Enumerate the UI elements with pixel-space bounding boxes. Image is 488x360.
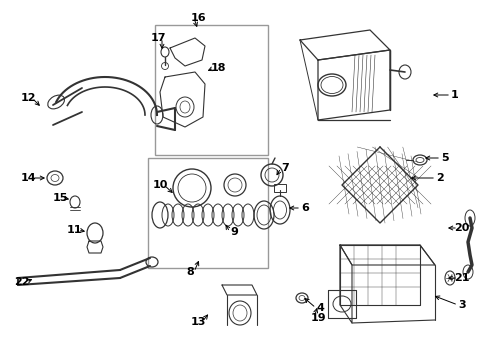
Bar	[273, 184, 285, 192]
Text: 6: 6	[301, 203, 308, 213]
Text: 13: 13	[190, 317, 205, 327]
Text: 18: 18	[210, 63, 225, 73]
Text: 20: 20	[453, 223, 469, 233]
Text: 7: 7	[281, 163, 288, 173]
Text: 19: 19	[309, 313, 325, 323]
Text: 10: 10	[152, 180, 167, 190]
Bar	[155, 25, 267, 155]
Text: 14: 14	[20, 173, 36, 183]
Text: 2: 2	[435, 173, 443, 183]
Text: 15: 15	[52, 193, 67, 203]
Text: 1: 1	[450, 90, 458, 100]
Text: 16: 16	[190, 13, 205, 23]
Text: 17: 17	[150, 33, 165, 43]
Text: 11: 11	[66, 225, 81, 235]
Text: 8: 8	[186, 267, 193, 277]
Text: 4: 4	[315, 303, 323, 313]
Bar	[148, 158, 267, 268]
Text: 22: 22	[14, 277, 30, 287]
Text: 5: 5	[440, 153, 448, 163]
Text: 9: 9	[229, 227, 238, 237]
Text: 3: 3	[457, 300, 465, 310]
Text: 12: 12	[20, 93, 36, 103]
Text: 21: 21	[453, 273, 469, 283]
